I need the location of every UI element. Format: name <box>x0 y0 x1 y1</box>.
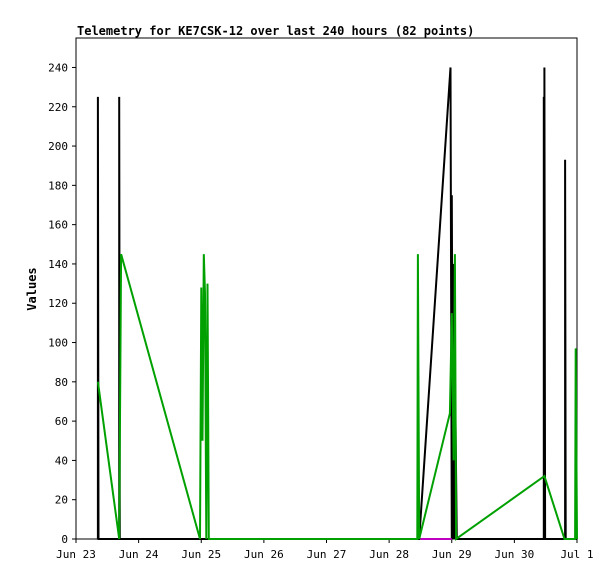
y-tick-label: 20 <box>55 494 68 507</box>
y-tick-label: 0 <box>61 533 68 546</box>
y-tick-label: 240 <box>48 61 68 74</box>
y-tick-label: 140 <box>48 258 68 271</box>
y-tick-label: 220 <box>48 101 68 114</box>
y-tick-label: 200 <box>48 140 68 153</box>
y-tick-label: 40 <box>55 454 68 467</box>
y-tick-label: 80 <box>55 376 68 389</box>
plot-area <box>75 37 578 540</box>
x-tick-label: Jun 26 <box>244 548 284 561</box>
x-tick-label: Jun 24 <box>119 548 159 561</box>
y-axis: 0 20 40 60 80 100 120 140 160 180 200 220 240 <box>48 61 76 546</box>
x-tick-label: Jun 29 <box>432 548 472 561</box>
x-axis: Jun 23 Jun 24 Jun 25 Jun 26 Jun 27 Jun 28 Jun … <box>56 539 594 561</box>
y-axis-label: Values <box>25 267 39 310</box>
series-line-1 <box>96 67 577 540</box>
x-tick-label: Jul 1 <box>560 548 593 561</box>
y-tick-label: 60 <box>55 415 68 428</box>
y-tick-label: 160 <box>48 219 68 232</box>
x-tick-label: Jun 30 <box>495 548 535 561</box>
x-tick-label: Jun 28 <box>369 548 409 561</box>
plot-frame <box>75 37 578 540</box>
x-tick-label: Jun 27 <box>307 548 347 561</box>
series-layer <box>96 67 578 541</box>
y-tick-label: 120 <box>48 297 68 310</box>
series-line-2 <box>96 253 578 541</box>
chart-title: Telemetry for KE7CSK-12 over last 240 ho… <box>77 24 474 38</box>
y-tick-label: 180 <box>48 179 68 192</box>
x-tick-label: Jun 23 <box>56 548 96 561</box>
y-tick-label: 100 <box>48 337 68 350</box>
x-tick-label: Jun 25 <box>181 548 221 561</box>
